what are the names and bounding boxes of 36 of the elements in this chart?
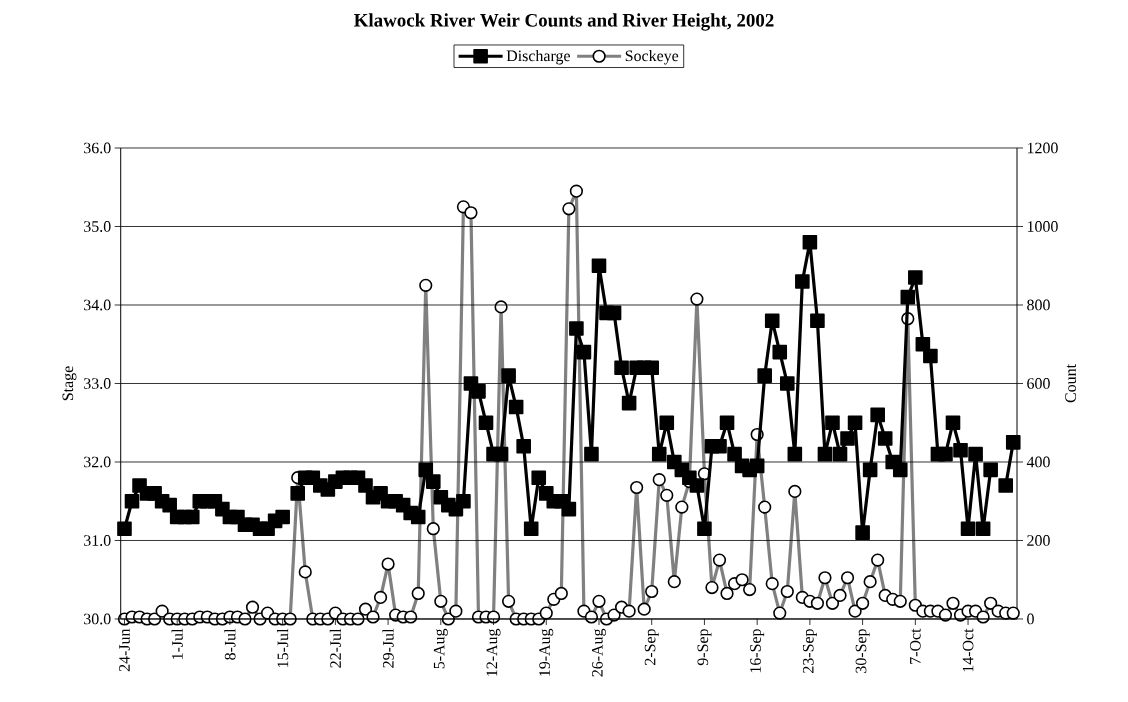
x-tick-label: 16-Sep: [750, 629, 765, 673]
x-tick-label: 15-Jul: [277, 628, 289, 667]
x-tick-label: 2-Sep: [644, 629, 659, 665]
legend-label: Discharge: [506, 49, 570, 65]
x-tick-label: 12-Aug: [486, 628, 501, 676]
y-axis-title: Stage: [62, 366, 77, 401]
x-tick-label: 14-Oct: [962, 628, 974, 672]
x-tick-label: 19-Aug: [539, 628, 554, 676]
y-tick-label: 36.0: [84, 142, 111, 154]
x-tick-label: 7-Oct: [909, 628, 921, 664]
legend-label: Sockeye: [625, 49, 679, 65]
x-tick-label: 8-Jul: [224, 628, 236, 660]
y-tick-label: 34.0: [84, 299, 111, 311]
y2-axis-title: Count: [1065, 364, 1076, 403]
y-tick-label: 35.0: [84, 221, 111, 232]
y2-tick-label: 400: [1026, 456, 1050, 468]
x-tick-label: 29-Jul: [382, 628, 394, 668]
x-tick-label: 23-Sep: [802, 629, 817, 673]
y2-tick-label: 200: [1027, 535, 1050, 546]
y-tick-label: 33.0: [84, 378, 111, 389]
y2-tick-label: 800: [1027, 299, 1050, 311]
x-tick-label: 26-Aug: [592, 628, 606, 677]
chart-title: Klawock River Weir Counts and River Height, 2002: [354, 13, 774, 31]
x-tick-label: 9-Sep: [697, 629, 712, 666]
y2-tick-label: 1000: [1027, 221, 1058, 232]
x-tick-label: 24-Jun: [119, 628, 130, 672]
x-tick-label: 1-Jul: [171, 628, 183, 659]
y-tick-label: 30.0: [84, 613, 111, 625]
y-tick-label: 32.0: [84, 456, 111, 468]
y-tick-label: 31.0: [84, 535, 111, 546]
x-tick-label: 5-Aug: [433, 628, 448, 669]
y2-tick-label: 600: [1027, 378, 1050, 389]
x-tick-label: 30-Sep: [855, 629, 870, 673]
x-tick-label: 22-Jul: [329, 628, 341, 668]
y2-tick-label: 1200: [1027, 142, 1058, 154]
y2-tick-label: 0: [1027, 613, 1034, 625]
